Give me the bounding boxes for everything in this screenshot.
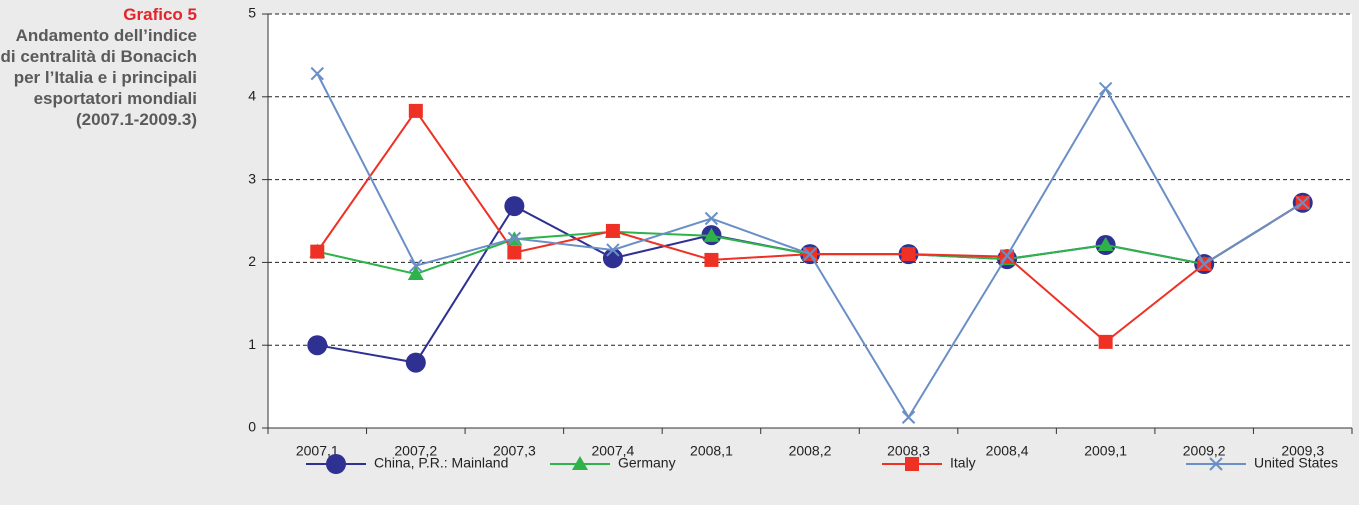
x-tick-label: 2007,2 <box>394 443 437 459</box>
marker <box>1296 196 1310 210</box>
marker <box>408 103 423 118</box>
legend-label: Italy <box>950 455 976 471</box>
x-tick-label: 2007,4 <box>591 443 634 459</box>
marker <box>803 247 817 261</box>
x-tick-label: 2009,2 <box>1183 443 1226 459</box>
marker <box>407 265 424 280</box>
marker <box>307 335 328 356</box>
side-panel: Grafico 5 Andamento dell’indice di centr… <box>0 4 198 130</box>
legend-label: Germany <box>618 455 676 471</box>
y-tick-label: 4 <box>248 88 256 104</box>
marker <box>1097 237 1114 252</box>
marker <box>602 248 623 269</box>
marker <box>504 196 525 217</box>
x-tick-label: 2009,1 <box>1084 443 1127 459</box>
marker <box>905 457 919 471</box>
chart-label: Grafico 5 <box>123 5 197 24</box>
marker <box>1000 249 1014 263</box>
x-tick-label: 2008,1 <box>690 443 733 459</box>
x-tick-label: 2007,1 <box>296 443 339 459</box>
y-tick-label: 0 <box>248 419 256 435</box>
legend-label: United States <box>1254 455 1338 471</box>
marker <box>1209 457 1223 471</box>
x-tick-label: 2009,3 <box>1281 443 1324 459</box>
marker <box>605 223 620 238</box>
marker <box>572 456 588 470</box>
x-tick-label: 2008,3 <box>887 443 930 459</box>
marker <box>901 247 916 262</box>
marker <box>409 259 423 273</box>
marker <box>704 211 719 226</box>
y-tick-label: 1 <box>248 336 256 352</box>
marker <box>310 66 324 81</box>
marker <box>703 227 720 242</box>
legend-label: China, P.R.: Mainland <box>374 455 508 471</box>
x-tick-label: 2008,2 <box>789 443 832 459</box>
marker <box>704 252 719 267</box>
x-tick-label: 2008,4 <box>986 443 1029 459</box>
marker <box>606 243 620 257</box>
x-tick-label: 2007,3 <box>493 443 536 459</box>
marker <box>507 231 522 246</box>
chart-title: Andamento dell’indice di centralità di B… <box>0 26 198 129</box>
marker <box>310 244 325 259</box>
marker <box>326 454 346 474</box>
marker <box>1197 257 1211 271</box>
marker <box>1098 334 1113 349</box>
plot-area <box>268 14 1352 428</box>
marker <box>507 245 522 260</box>
y-tick-label: 2 <box>248 253 256 269</box>
marker <box>901 410 916 424</box>
y-tick-label: 5 <box>248 5 256 21</box>
marker <box>405 352 426 373</box>
marker <box>1098 81 1113 96</box>
y-tick-label: 3 <box>248 170 256 186</box>
